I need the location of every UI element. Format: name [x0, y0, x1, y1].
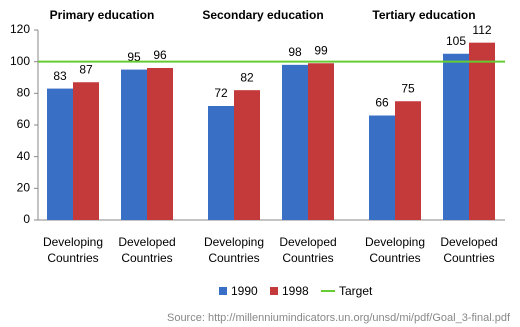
value-label: 112 — [472, 23, 491, 37]
value-label: 98 — [288, 45, 302, 59]
legend-swatch — [270, 287, 278, 295]
source-note: Source: http://millenniumindicators.un.o… — [167, 312, 511, 324]
value-label: 75 — [401, 81, 415, 95]
value-label: 72 — [214, 86, 228, 100]
group-title: Secondary education — [202, 8, 323, 22]
y-tick-label: 20 — [17, 181, 31, 195]
value-label: 66 — [375, 96, 389, 110]
value-label: 87 — [79, 62, 93, 76]
value-label: 95 — [127, 50, 141, 64]
value-label: 82 — [240, 70, 254, 84]
bar — [208, 106, 234, 220]
group-title: Tertiary education — [372, 8, 475, 22]
legend-swatch — [219, 287, 227, 295]
value-label: 99 — [314, 43, 328, 57]
bar — [234, 90, 260, 221]
y-tick-label: 40 — [17, 149, 31, 163]
y-tick-label: 60 — [17, 117, 31, 131]
y-tick-label: 80 — [17, 86, 31, 100]
value-label: 96 — [153, 48, 167, 62]
bar — [121, 69, 147, 220]
bar — [308, 63, 334, 220]
bar — [469, 42, 495, 220]
y-tick-label: 100 — [10, 54, 30, 68]
bar — [147, 68, 173, 220]
bar — [73, 82, 99, 220]
bar — [395, 101, 421, 220]
x-tick-label: Developed Countries — [118, 235, 176, 265]
y-tick-label: 0 — [23, 212, 30, 226]
x-tick-label: Developed Countries — [440, 235, 498, 265]
y-tick-label: 120 — [10, 22, 30, 36]
x-tick-label: Developing Countries — [203, 235, 265, 265]
legend-label: Target — [339, 284, 373, 298]
legend-label: 1998 — [282, 284, 309, 298]
value-label: 105 — [446, 34, 466, 48]
group-title: Primary education — [50, 8, 155, 22]
bar — [369, 115, 395, 220]
legend-label: 1990 — [231, 284, 258, 298]
x-tick-label: Developing Countries — [42, 235, 104, 265]
bar — [47, 88, 73, 220]
x-tick-label: Developing Countries — [364, 235, 426, 265]
bar — [443, 53, 469, 220]
x-tick-label: Developed Countries — [279, 235, 337, 265]
bar — [282, 64, 308, 220]
value-label: 83 — [53, 69, 67, 83]
